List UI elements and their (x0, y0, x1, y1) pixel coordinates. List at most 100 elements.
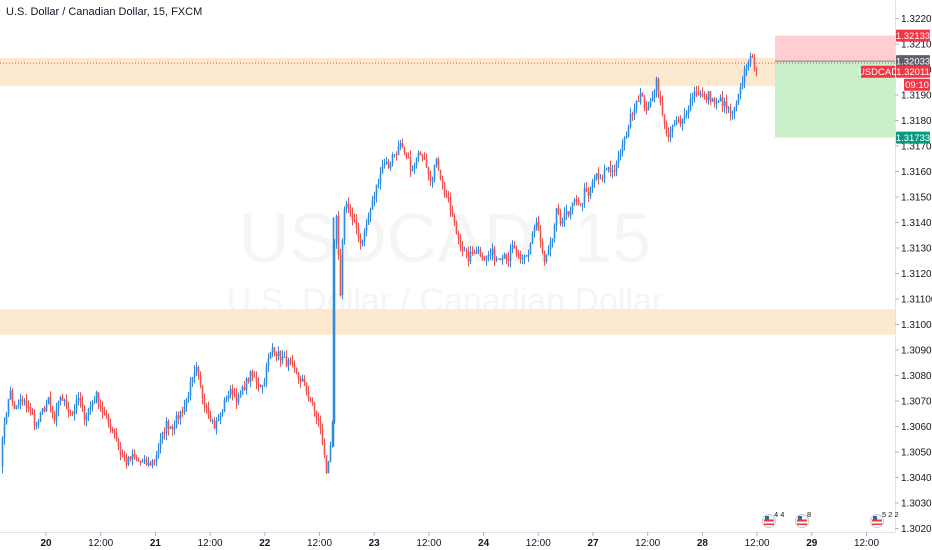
symbol-tag[interactable]: USDCAD (858, 67, 898, 78)
candle[interactable] (715, 97, 718, 110)
candle[interactable] (737, 93, 740, 105)
candle[interactable] (143, 455, 146, 465)
candle[interactable] (161, 431, 164, 444)
candle[interactable] (81, 395, 84, 412)
candle[interactable] (457, 230, 460, 245)
candle[interactable] (237, 392, 240, 405)
candle[interactable] (387, 158, 390, 169)
candle[interactable] (491, 243, 494, 261)
candle[interactable] (751, 53, 754, 59)
candle[interactable] (649, 97, 652, 108)
candle[interactable] (359, 233, 362, 250)
candle[interactable] (3, 417, 6, 445)
candle[interactable] (147, 456, 150, 467)
candle[interactable] (539, 224, 542, 248)
candle[interactable] (129, 456, 132, 462)
candle[interactable] (137, 457, 140, 462)
candle[interactable] (291, 355, 294, 368)
candle[interactable] (289, 357, 292, 366)
candle[interactable] (473, 249, 476, 255)
candle[interactable] (513, 241, 516, 249)
candle[interactable] (659, 90, 662, 106)
candle[interactable] (251, 369, 254, 382)
candle[interactable] (549, 237, 552, 257)
candle[interactable] (729, 103, 732, 121)
candle[interactable] (275, 351, 278, 362)
candle[interactable] (235, 388, 238, 410)
candle[interactable] (11, 388, 14, 406)
candle[interactable] (191, 376, 194, 387)
candle[interactable] (307, 385, 310, 402)
candle[interactable] (209, 410, 212, 423)
candle[interactable] (425, 153, 428, 168)
candle[interactable] (7, 398, 10, 418)
candle[interactable] (187, 392, 190, 403)
candle[interactable] (257, 377, 260, 392)
candle[interactable] (531, 231, 534, 245)
candle[interactable] (561, 217, 564, 227)
candle[interactable] (663, 114, 666, 130)
candle[interactable] (93, 396, 96, 404)
candle[interactable] (331, 420, 334, 448)
candle[interactable] (87, 407, 90, 421)
candle[interactable] (343, 206, 346, 245)
candle[interactable] (507, 252, 510, 267)
candle[interactable] (171, 424, 174, 436)
candle[interactable] (101, 401, 104, 419)
candle[interactable] (655, 76, 658, 98)
candle[interactable] (535, 217, 538, 231)
candle[interactable] (633, 103, 636, 121)
candle[interactable] (133, 449, 136, 460)
candle[interactable] (605, 167, 608, 171)
candle[interactable] (37, 418, 40, 429)
candle[interactable] (469, 245, 472, 265)
candle[interactable] (689, 93, 692, 112)
candle[interactable] (261, 384, 264, 394)
candle[interactable] (47, 396, 50, 405)
candle[interactable] (229, 385, 232, 399)
candle[interactable] (423, 152, 426, 161)
candle[interactable] (653, 89, 656, 103)
candle[interactable] (195, 362, 198, 377)
candle[interactable] (155, 451, 158, 467)
candle[interactable] (55, 402, 58, 427)
candle[interactable] (399, 139, 402, 151)
candle[interactable] (459, 233, 462, 252)
candle[interactable] (621, 139, 624, 157)
candle[interactable] (575, 195, 578, 206)
candle[interactable] (249, 370, 252, 388)
candle[interactable] (181, 406, 184, 417)
candle[interactable] (207, 401, 210, 420)
candle[interactable] (301, 374, 304, 383)
candle[interactable] (667, 127, 670, 142)
candle[interactable] (105, 409, 108, 420)
candle[interactable] (351, 207, 354, 226)
candle[interactable] (83, 404, 86, 426)
candle[interactable] (5, 411, 8, 425)
candle[interactable] (727, 106, 730, 113)
candle[interactable] (503, 252, 506, 259)
candle[interactable] (427, 166, 430, 181)
candle[interactable] (477, 245, 480, 255)
stop-loss-zone[interactable] (775, 35, 895, 62)
candle[interactable] (163, 427, 166, 440)
candle[interactable] (595, 173, 598, 181)
candle[interactable] (569, 206, 572, 220)
candle[interactable] (245, 377, 248, 395)
candle[interactable] (627, 124, 630, 138)
event-flag[interactable]: 8 (795, 510, 812, 528)
candle[interactable] (383, 158, 386, 169)
candle[interactable] (273, 346, 276, 357)
candle[interactable] (463, 246, 466, 252)
candle[interactable] (393, 154, 396, 158)
candle[interactable] (185, 398, 188, 412)
candle[interactable] (631, 111, 634, 121)
candle[interactable] (243, 381, 246, 391)
candle[interactable] (635, 100, 638, 114)
candle[interactable] (189, 376, 192, 401)
candle[interactable] (263, 377, 266, 388)
candle[interactable] (583, 182, 586, 208)
candle[interactable] (455, 220, 458, 235)
candle[interactable] (565, 204, 568, 220)
